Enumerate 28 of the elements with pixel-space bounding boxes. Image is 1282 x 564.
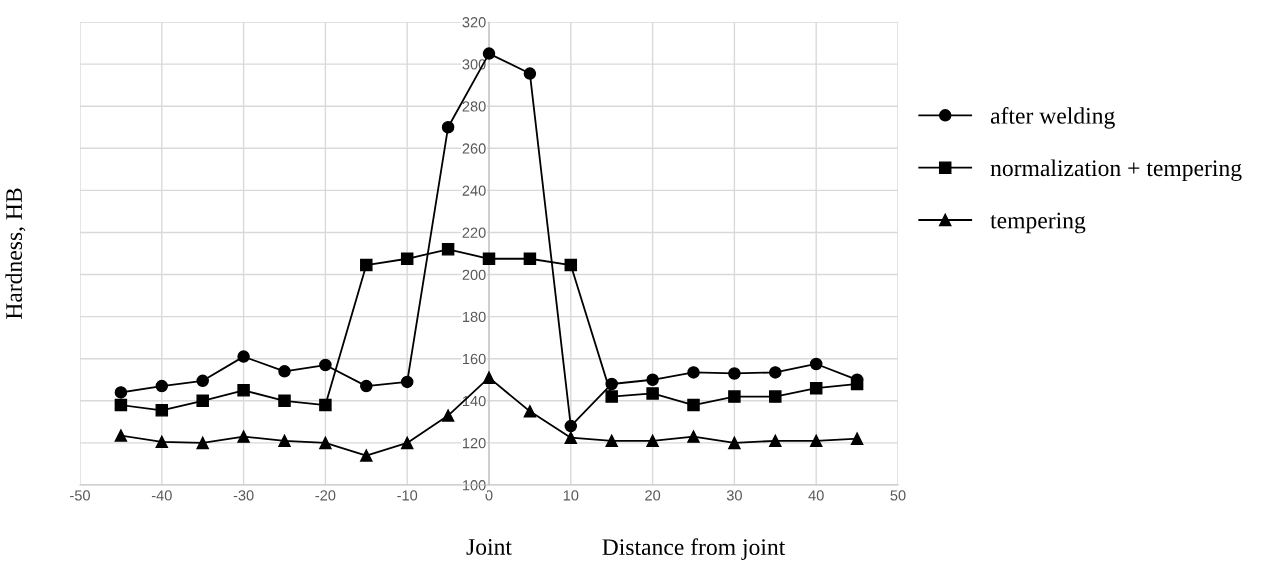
y-tick-label: 320	[462, 17, 486, 28]
legend-label: tempering	[990, 212, 1086, 234]
x-tick-label: -50	[70, 490, 90, 501]
y-tick-label: 180	[463, 311, 486, 323]
y-tick-label: 140	[463, 395, 486, 407]
y-axis-title: Hardness, HB	[5, 188, 26, 320]
x-tick-label: 30	[726, 490, 742, 501]
legend-label: after welding	[990, 106, 1115, 129]
y-tick-label: 100	[463, 480, 486, 491]
y-tick-label: 120	[463, 438, 486, 449]
x-tick-label: -40	[151, 490, 172, 501]
y-tick-label: 260	[462, 143, 486, 154]
x-tick-label: 0	[485, 490, 493, 501]
y-tick-label: 160	[463, 353, 486, 365]
x-tick-label: -10	[397, 490, 418, 501]
y-tick-label: 220	[462, 227, 486, 238]
x-tick-label: 20	[645, 490, 661, 501]
legend-label: normalization + tempering	[990, 159, 1242, 182]
x-tick-label: -30	[233, 490, 254, 501]
y-tick-label: 200	[462, 269, 486, 280]
x-tick-label: -20	[315, 490, 336, 501]
x-axis-title: Distance from joint	[602, 538, 786, 560]
y-tick-label: 280	[462, 101, 486, 112]
x-tick-label: 40	[808, 490, 824, 501]
x-tick-label: 10	[563, 490, 579, 501]
y-tick-label: 240	[462, 185, 486, 196]
x-tick-label: 50	[890, 490, 906, 501]
text: Joint	[466, 538, 512, 555]
